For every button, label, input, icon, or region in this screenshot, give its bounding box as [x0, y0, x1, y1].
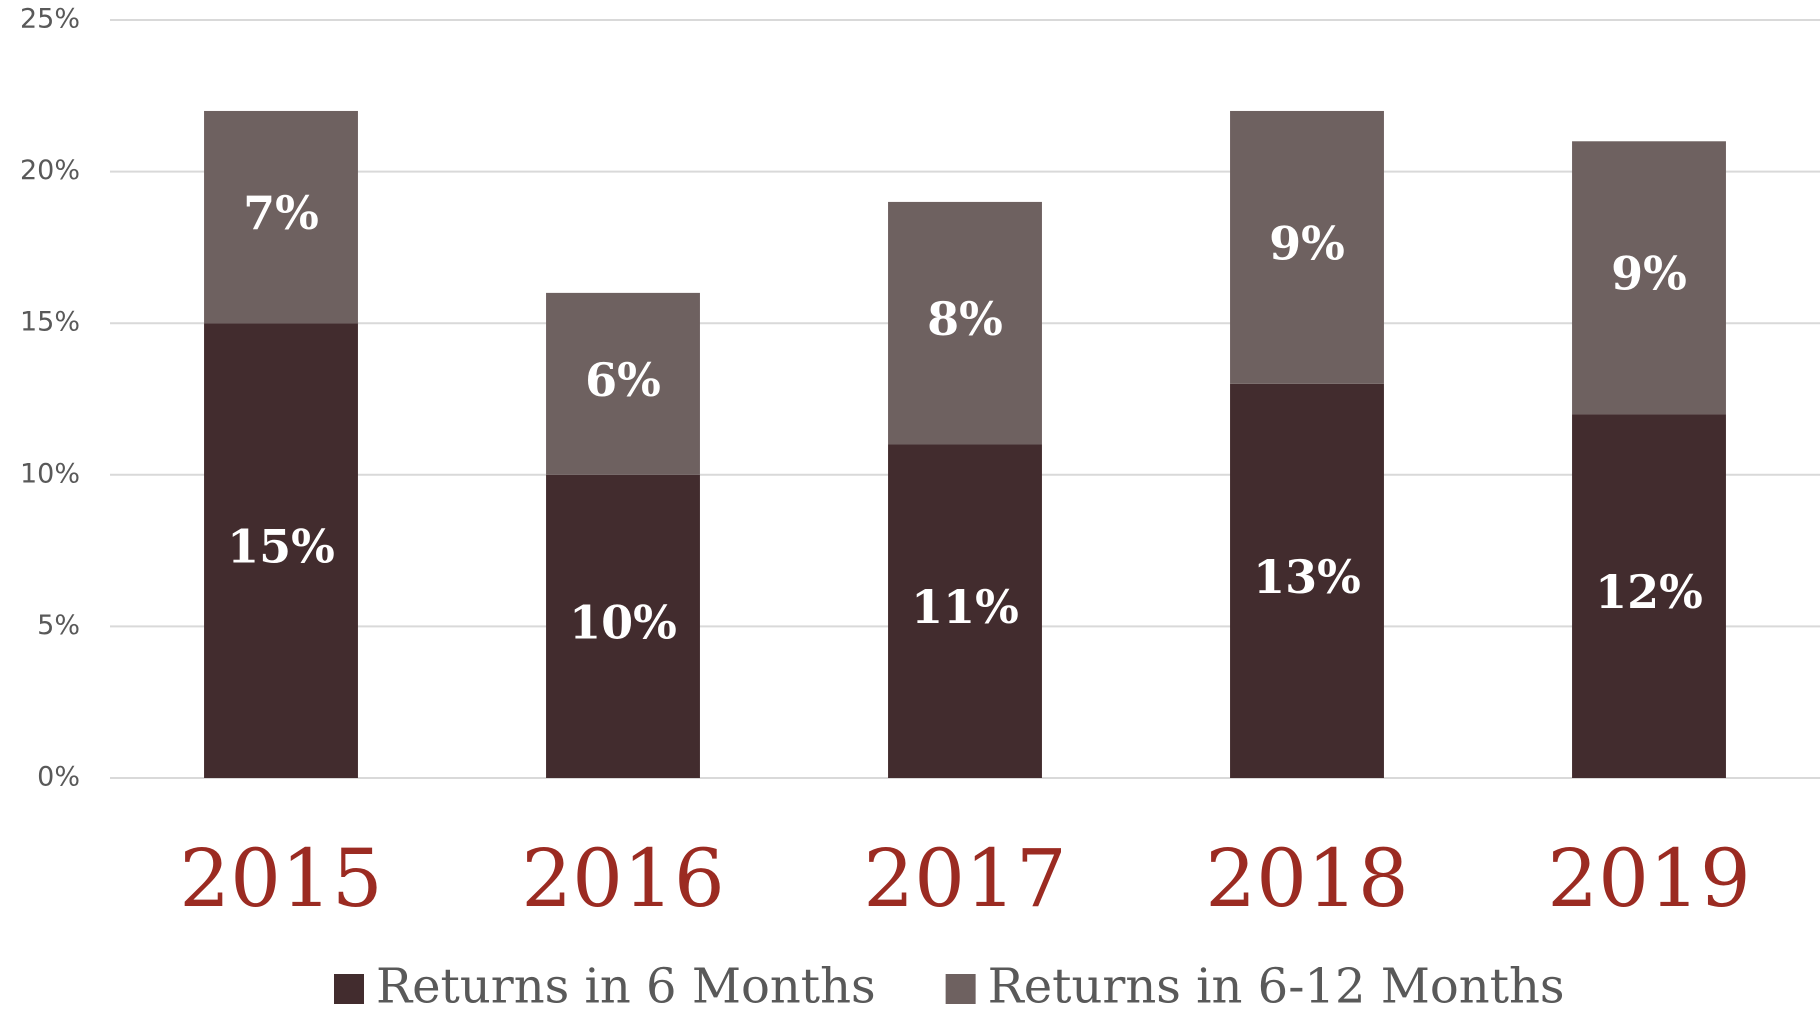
bar-segment	[888, 444, 1042, 778]
data-label: 10%	[569, 595, 677, 649]
bar-segment	[204, 323, 358, 778]
legend-swatch	[945, 974, 976, 1004]
bar-segment	[1572, 141, 1726, 415]
bar-segment	[1572, 414, 1726, 778]
data-label: 9%	[1269, 216, 1345, 270]
y-tick-label: 5%	[37, 610, 80, 641]
data-label: 8%	[927, 292, 1003, 346]
data-label: 7%	[243, 186, 319, 240]
bar-segment	[1230, 110, 1384, 384]
y-tick-label: 15%	[20, 307, 80, 338]
data-label: 12%	[1595, 565, 1703, 619]
data-label: 13%	[1253, 550, 1361, 604]
bar-segment	[1230, 383, 1384, 778]
data-label: 6%	[585, 353, 661, 407]
y-tick-label: 0%	[37, 762, 80, 793]
data-label: 9%	[1611, 247, 1687, 301]
data-label: 11%	[911, 580, 1019, 634]
bar-segment	[546, 474, 700, 778]
data-label: 15%	[227, 520, 335, 574]
y-tick-label: 25%	[20, 4, 80, 35]
x-tick-label: 2016	[521, 832, 725, 925]
x-tick-label: 2017	[863, 832, 1067, 925]
y-tick-label: 10%	[20, 458, 80, 489]
x-tick-label: 2018	[1205, 832, 1409, 925]
legend-swatch	[334, 974, 364, 1004]
legend-label: Returns in 6-12 Months	[988, 959, 1565, 1011]
bar-segment	[204, 110, 358, 324]
y-tick-label: 20%	[20, 155, 80, 186]
x-tick-label: 2015	[179, 832, 383, 925]
x-tick-label: 2019	[1547, 832, 1751, 925]
bar-segment	[888, 201, 1042, 445]
legend-label: Returns in 6 Months	[376, 959, 876, 1011]
bar-segment	[546, 292, 700, 475]
